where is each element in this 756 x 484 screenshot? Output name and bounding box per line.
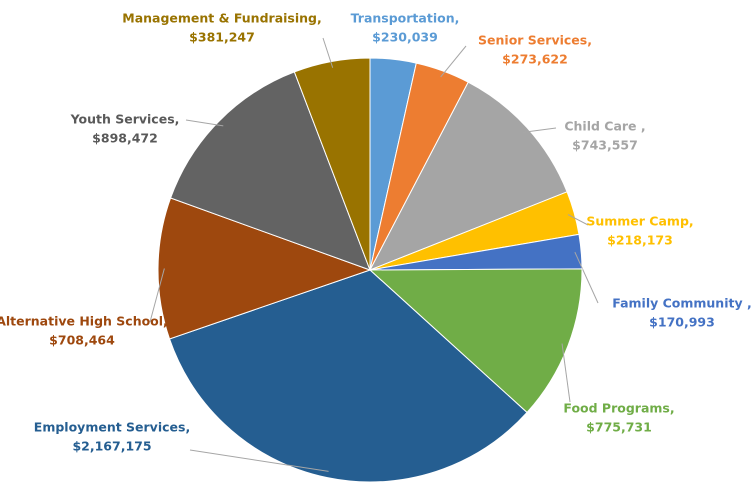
pie-slice [169, 71, 371, 271]
leader-line [574, 251, 599, 304]
leader-line [561, 343, 571, 403]
leader-line [322, 37, 334, 68]
value-label: $230,039 [372, 30, 438, 45]
value-label: $898,472 [92, 131, 158, 146]
value-label: $218,173 [607, 233, 673, 248]
category-label: Family Community , [612, 296, 751, 311]
value-label: $2,167,175 [72, 439, 151, 454]
leader-line [567, 214, 589, 226]
value-label: $170,993 [649, 315, 715, 330]
category-label: Senior Services, [478, 33, 592, 48]
category-label: Alternative High School, [0, 314, 168, 329]
leader-line [522, 127, 557, 133]
value-label: $743,557 [572, 138, 638, 153]
value-label: $381,247 [189, 30, 255, 45]
pie-slice [368, 268, 583, 414]
category-label: Youth Services, [70, 112, 180, 127]
pie-slice [168, 269, 528, 483]
category-label: Child Care , [564, 119, 645, 134]
value-label: $273,622 [502, 52, 568, 67]
category-label: Food Programs, [563, 401, 674, 416]
category-label: Transportation, [351, 11, 460, 26]
leader-line [149, 268, 165, 323]
category-label: Employment Services, [34, 420, 190, 435]
pie-slice [293, 57, 371, 271]
category-label: Management & Fundraising, [122, 11, 321, 26]
value-label: $775,731 [586, 420, 652, 435]
value-label: $708,464 [49, 333, 115, 348]
category-label: Summer Camp, [586, 214, 693, 229]
leader-line [440, 45, 467, 78]
pie-slice [157, 197, 372, 340]
pie-slice [368, 81, 568, 271]
leader-line [185, 119, 224, 127]
leader-line [189, 449, 329, 472]
